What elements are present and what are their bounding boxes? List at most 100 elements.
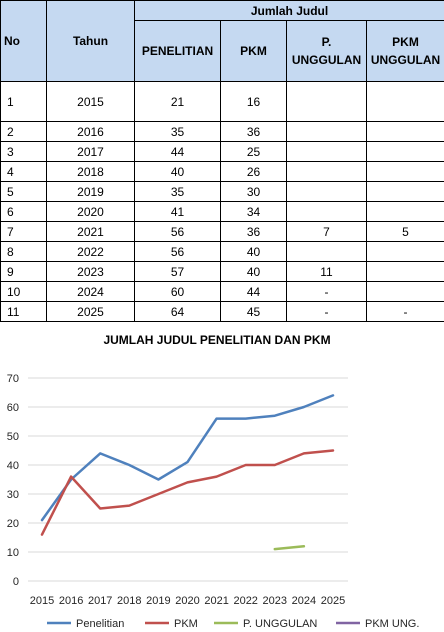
row-number-cell: 1 <box>0 81 47 122</box>
legend-item-pkm: PKM <box>145 618 198 630</box>
pkm-unggulan-cell: 5 <box>365 221 444 242</box>
year-cell: 2019 <box>46 181 135 202</box>
y-tick-label: 70 <box>7 373 19 385</box>
pkm-unggulan-cell <box>365 141 444 162</box>
penelitian-cell: 35 <box>134 181 221 202</box>
x-tick-label: 2021 <box>204 595 228 607</box>
table-row: 5 2019 35 30 <box>0 181 444 202</box>
table-body: 1 2015 21 16 2 2016 35 36 3 2017 44 25 4 2018 40 26 5 201… <box>0 81 444 322</box>
y-axis: 0 10 20 30 40 50 60 70 <box>7 373 19 588</box>
row-number-cell: 10 <box>0 281 47 302</box>
pkm-unggulan-cell <box>365 261 444 282</box>
penelitian-cell: 35 <box>134 121 221 142</box>
header-pkm-unggulan: PKM UNGGULAN <box>365 20 444 82</box>
legend-item-penelitian: Penelitian <box>47 618 124 630</box>
penelitian-cell: 40 <box>134 161 221 182</box>
row-number-cell: 11 <box>0 301 47 322</box>
p-unggulan-cell: - <box>286 301 367 322</box>
x-axis: 2015 2016 2017 2018 2019 2020 2021 2022 2023 2024… <box>30 595 345 607</box>
y-tick-label: 40 <box>7 460 19 472</box>
header-tahun: Tahun <box>46 0 135 82</box>
header-row: PENELITIAN PKM P. UNGGULAN PKM UNGGULAN <box>1 20 444 82</box>
pkm-cell: 36 <box>220 121 287 142</box>
series-line-p-unggulan <box>273 544 306 551</box>
year-cell: 2016 <box>46 121 135 142</box>
penelitian-cell: 41 <box>134 201 221 222</box>
pkm-unggulan-cell <box>365 181 444 202</box>
table-row: 10 2024 60 44- <box>0 281 444 302</box>
row-number-cell: 3 <box>0 141 47 162</box>
legend-label: Penelitian <box>76 618 124 630</box>
row-number-cell: 4 <box>0 161 47 182</box>
x-tick-label: 2018 <box>117 595 141 607</box>
x-tick-label: 2015 <box>30 595 54 607</box>
year-cell: 2022 <box>46 241 135 262</box>
year-cell: 2015 <box>46 81 135 122</box>
table-row: 9 2023 57 40 11 <box>0 261 444 282</box>
row-number-cell: 6 <box>0 201 47 222</box>
penelitian-cell: 56 <box>134 221 221 242</box>
pkm-unggulan-cell <box>365 201 444 222</box>
y-tick-label: 0 <box>13 576 19 588</box>
table-row: 7 2021 56 36 7 5 <box>0 221 444 242</box>
row-number-cell: 7 <box>0 221 47 242</box>
pkm-cell: 40 <box>220 261 287 282</box>
year-cell: 2017 <box>46 141 135 162</box>
penelitian-cell: 56 <box>134 241 221 262</box>
p-unggulan-cell <box>286 141 367 162</box>
legend-item-pkm-ung: PKM UNG. <box>336 618 419 630</box>
year-cell: 2018 <box>46 161 135 182</box>
pkm-cell: 26 <box>220 161 287 182</box>
pkm-unggulan-cell <box>365 81 444 122</box>
table-row: 11 2025 64 45- - <box>0 301 444 322</box>
p-unggulan-cell: 11 <box>286 261 367 282</box>
year-cell: 2021 <box>46 221 135 242</box>
data-table: No Tahun Jumlah Judul PENELITIAN PKM P. … <box>0 0 444 322</box>
penelitian-cell: 44 <box>134 141 221 162</box>
x-tick-label: 2024 <box>292 595 316 607</box>
table-row: 3 2017 44 25 <box>0 141 444 162</box>
series-line-pkm <box>40 449 335 536</box>
p-unggulan-cell <box>286 81 367 122</box>
header-p-unggulan: P. UNGGULAN <box>286 20 367 82</box>
table-header: No Tahun Jumlah Judul PENELITIAN PKM P. … <box>0 0 444 82</box>
penelitian-cell: 21 <box>134 81 221 122</box>
x-tick-label: 2023 <box>263 595 287 607</box>
y-tick-label: 10 <box>7 547 19 559</box>
chart-title: JUMLAH JUDUL PENELITIAN DAN PKM <box>103 333 330 347</box>
header-pkm: PKM <box>220 20 287 82</box>
y-tick-label: 30 <box>7 489 19 501</box>
p-unggulan-cell <box>286 181 367 202</box>
x-tick-label: 2016 <box>59 595 83 607</box>
header-jumlah-judul: Jumlah Judul <box>133 0 444 21</box>
gridlines <box>28 377 348 582</box>
pkm-unggulan-cell <box>365 281 444 302</box>
header-row: No Tahun Jumlah Judul <box>0 0 444 82</box>
table-row: 8 2022 56 40 <box>0 241 444 262</box>
table-row: 4 2018 40 26 <box>0 161 444 182</box>
row-number-cell: 5 <box>0 181 47 202</box>
y-tick-label: 20 <box>7 518 19 530</box>
line-chart: JUMLAH JUDUL PENELITIAN DAN PKM 0 10 20 30 4… <box>7 333 420 630</box>
year-cell: 2023 <box>46 261 135 282</box>
penelitian-cell: 64 <box>134 301 221 322</box>
p-unggulan-cell <box>286 161 367 182</box>
pkm-cell: 25 <box>220 141 287 162</box>
penelitian-cell: 60 <box>134 281 221 302</box>
pkm-unggulan-cell <box>365 121 444 142</box>
p-unggulan-cell: 7 <box>286 221 367 242</box>
y-tick-label: 60 <box>7 402 19 414</box>
p-unggulan-cell <box>286 201 367 222</box>
series-lines <box>40 394 335 551</box>
p-unggulan-cell <box>286 241 367 262</box>
x-tick-label: 2020 <box>175 595 199 607</box>
year-cell: 2020 <box>46 201 135 222</box>
row-number-cell: 2 <box>0 121 47 142</box>
pkm-unggulan-cell: - <box>365 301 444 322</box>
table-row: 1 2015 21 16 <box>0 81 444 122</box>
x-tick-label: 2017 <box>88 595 112 607</box>
pkm-unggulan-cell <box>365 161 444 182</box>
header-no: No <box>0 0 47 82</box>
penelitian-cell: 57 <box>134 261 221 282</box>
x-tick-label: 2022 <box>233 595 257 607</box>
